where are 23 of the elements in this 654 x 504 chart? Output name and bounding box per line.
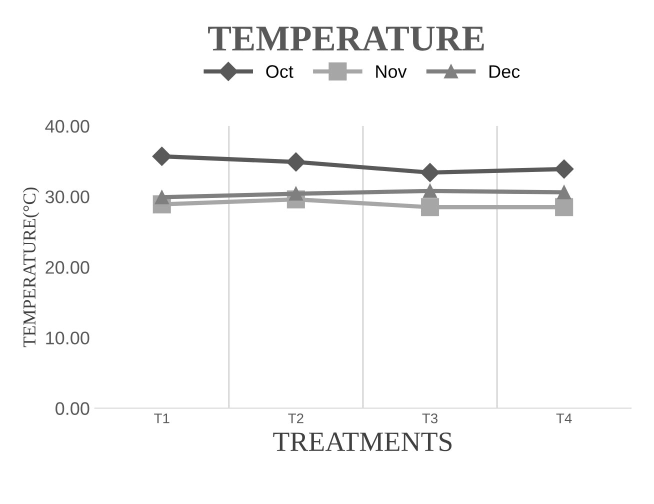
- y-tick-label: 20.00: [46, 261, 90, 274]
- point: [420, 163, 440, 182]
- x-tick-label: T3: [422, 413, 438, 424]
- point: [554, 160, 574, 179]
- legend-label: Dec: [490, 65, 520, 78]
- y-axis-title: TEMPERATURE(°C): [22, 188, 40, 348]
- y-tick-label: 0.00: [56, 402, 90, 415]
- y-tick-label: 40.00: [45, 120, 90, 133]
- y-tick-label: 30.00: [45, 190, 90, 204]
- legend-label: Oct: [266, 65, 294, 78]
- chart-title: TEMPERATURE: [208, 26, 484, 51]
- point: [420, 198, 440, 216]
- x-axis-title: TREATMENTS: [273, 432, 452, 452]
- point: [286, 152, 306, 172]
- point: [152, 146, 172, 166]
- legend-label: Nov: [376, 65, 407, 78]
- x-tick-label: T2: [288, 413, 304, 424]
- point: [555, 198, 574, 216]
- x-tick-label: T4: [556, 414, 572, 424]
- point: [557, 185, 572, 200]
- y-tick-label: 10.00: [46, 332, 90, 344]
- x-tick-label: T1: [154, 414, 170, 424]
- point: [423, 184, 437, 198]
